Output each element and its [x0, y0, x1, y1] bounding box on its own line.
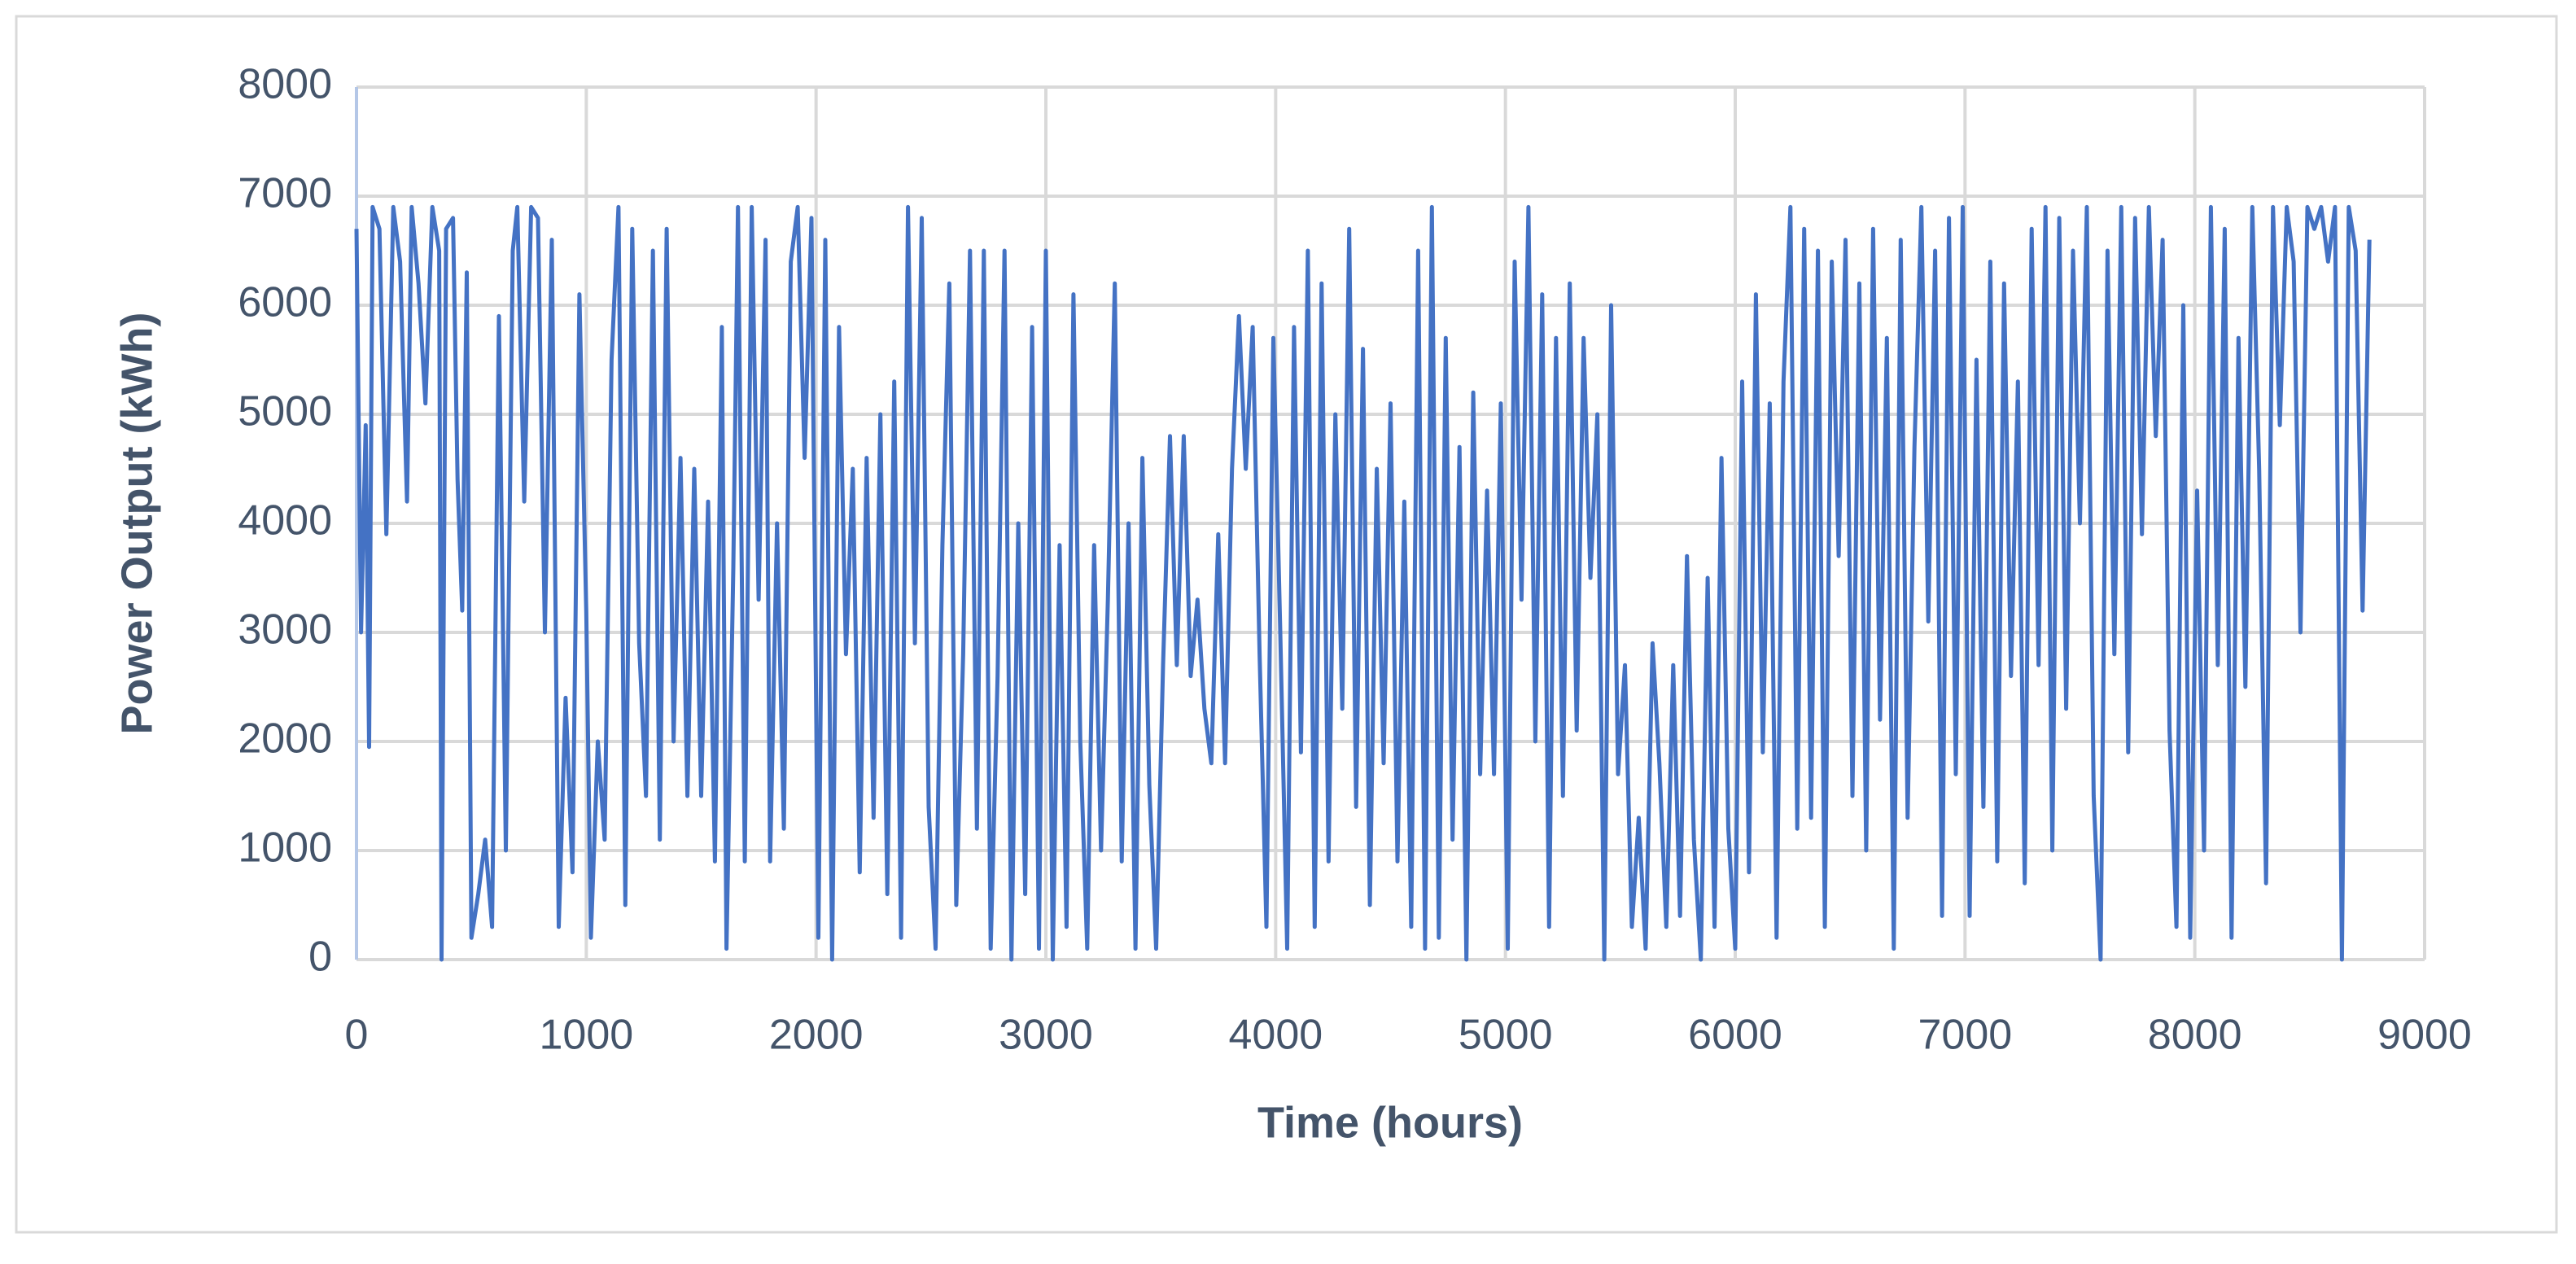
x-tick-label: 0 [345, 1012, 369, 1059]
y-tick-label: 0 [308, 934, 332, 981]
y-tick-label: 2000 [238, 715, 332, 763]
y-tick-label: 7000 [238, 170, 332, 217]
x-tick-label: 9000 [2377, 1012, 2472, 1059]
x-tick-label: 8000 [2148, 1012, 2242, 1059]
x-tick-label: 6000 [1688, 1012, 1782, 1059]
y-tick-label: 1000 [238, 824, 332, 872]
y-tick-label: 3000 [238, 606, 332, 654]
x-tick-label: 5000 [1459, 1012, 1553, 1059]
x-tick-label: 4000 [1228, 1012, 1323, 1059]
y-tick-label: 8000 [238, 61, 332, 108]
x-tick-label: 2000 [769, 1012, 864, 1059]
x-tick-label: 3000 [999, 1012, 1093, 1059]
x-tick-label: 7000 [1918, 1012, 2012, 1059]
y-tick-label: 5000 [238, 388, 332, 435]
y-axis-title: Power Output (kWh) [112, 313, 161, 735]
y-tick-label: 6000 [238, 279, 332, 326]
x-axis-title: Time (hours) [1257, 1098, 1523, 1147]
y-tick-label: 4000 [238, 497, 332, 545]
data-line [354, 204, 2372, 962]
x-tick-label: 1000 [539, 1012, 633, 1059]
